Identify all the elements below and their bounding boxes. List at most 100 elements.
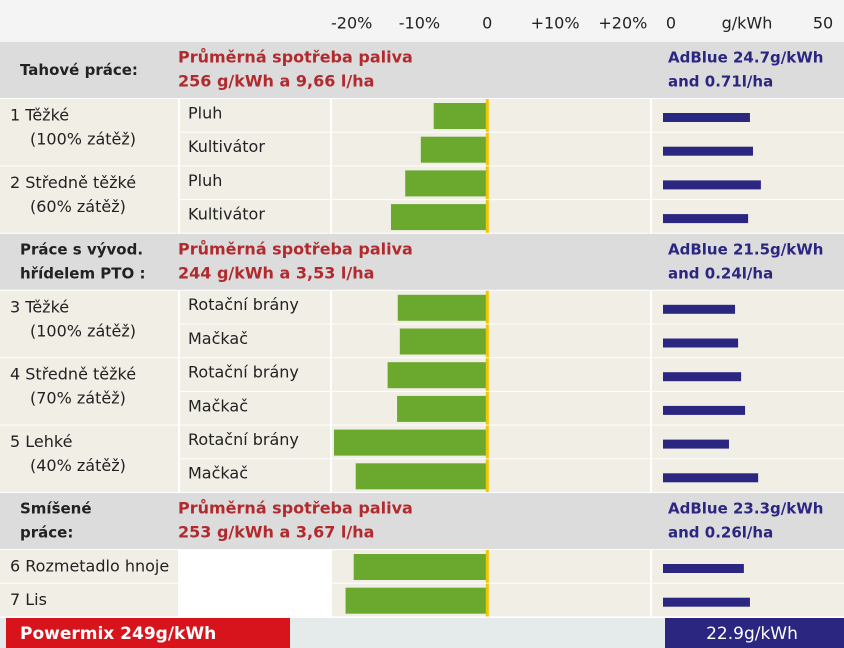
row-name-bg (180, 324, 330, 358)
change-bar (433, 103, 488, 129)
section-title: Smíšené (20, 500, 92, 518)
panel-bg (332, 166, 650, 200)
fuel-info: Průměrná spotřeba paliva (178, 239, 413, 258)
adblue-bar (663, 597, 750, 607)
row-name-bg (180, 358, 330, 391)
fuel-info: 253 g/kWh a 3,67 l/ha (178, 523, 374, 542)
footer-right: 22.9g/kWh (706, 624, 798, 644)
row-name-bg (180, 290, 330, 324)
panel-bg (332, 324, 650, 358)
section-title: hřídelem PTO : (20, 264, 146, 282)
section-title: Práce s vývod. (20, 240, 143, 258)
adblue-info: and 0.24l/ha (668, 264, 773, 282)
change-bar (420, 136, 488, 163)
change-bar (405, 170, 488, 197)
change-bar (387, 362, 488, 389)
change-bar (399, 328, 488, 355)
row-name: Rotační brány (188, 295, 299, 314)
row-name: Pluh (188, 171, 222, 190)
row-name-bg (180, 200, 330, 233)
panel-bg (332, 132, 650, 166)
x-tick-label: -10% (399, 14, 440, 33)
row-name-bg (180, 132, 330, 166)
footer-right-bg (665, 618, 844, 648)
group-label-bg (0, 166, 178, 233)
adblue-info: AdBlue 23.3g/kWh (668, 500, 823, 518)
x-tick-label: -20% (331, 14, 372, 33)
row-name-bg (180, 166, 330, 200)
adblue-bar (663, 146, 753, 156)
row-name: Pluh (188, 103, 222, 122)
row-name: Mačkač (188, 396, 248, 415)
adblue-bar (663, 473, 759, 483)
group-label: 3 Těžké (10, 297, 69, 316)
panel-bg (332, 290, 650, 324)
adblue-bar (663, 338, 739, 348)
adblue-bar (663, 439, 729, 449)
adblue-info: and 0.26l/ha (668, 524, 773, 542)
section-bg (0, 233, 844, 290)
section-bg (0, 42, 844, 98)
group-label-bg (0, 583, 178, 617)
adblue-info: and 0.71l/ha (668, 73, 773, 91)
row-name-bg (180, 425, 330, 459)
group-label: (100% zátěž) (30, 321, 136, 340)
x-tick-label: +20% (598, 14, 647, 33)
row-name-bg (180, 99, 330, 132)
panel-bg (332, 200, 650, 233)
group-label: (70% zátěž) (30, 389, 126, 408)
group-label: (60% zátěž) (30, 197, 126, 216)
row-name: Rotační brány (188, 430, 299, 449)
row-name: Mačkač (188, 329, 248, 348)
fuel-info: Průměrná spotřeba paliva (178, 499, 413, 518)
row-name: Mačkač (188, 464, 248, 483)
x2-tick-label: 0 (666, 14, 676, 33)
group-label-bg (0, 358, 178, 425)
row-name-bg (180, 391, 330, 425)
section-title: Tahové práce: (20, 61, 138, 79)
change-bar (397, 395, 488, 422)
adblue-bar (663, 405, 746, 415)
header-bg (0, 0, 844, 42)
group-label-bg (0, 425, 178, 492)
group-label: (100% zátěž) (30, 130, 136, 149)
group-label: 7 Lis (10, 590, 47, 609)
group-label: 6 Rozmetadlo hnoje (10, 556, 169, 575)
adblue-bar (663, 372, 742, 382)
change-bar (355, 463, 488, 490)
panel-bg (332, 391, 650, 425)
fuel-info: Průměrná spotřeba paliva (178, 48, 413, 67)
row-name: Kultivátor (188, 204, 265, 223)
group-label-bg (0, 290, 178, 358)
footer-left: Powermix 249g/kWh (20, 624, 216, 644)
change-bar (334, 429, 488, 456)
group-label-bg (0, 550, 178, 583)
adblue-info: AdBlue 21.5g/kWh (668, 240, 823, 258)
row-name-bg (180, 459, 330, 492)
x-tick-label: 0 (482, 14, 492, 33)
change-bar (390, 204, 488, 231)
change-bar (397, 294, 488, 321)
x-tick-label: +10% (531, 14, 580, 33)
group-label: 1 Těžké (10, 106, 69, 125)
x2-tick-label: 50 (813, 14, 833, 33)
fuel-info: 244 g/kWh a 3,53 l/ha (178, 263, 374, 282)
fuel-info: 256 g/kWh a 9,66 l/ha (178, 72, 374, 91)
group-label: 5 Lehké (10, 432, 72, 451)
section-title: práce: (20, 524, 73, 542)
adblue-bar (663, 304, 736, 314)
group-label: (40% zátěž) (30, 456, 126, 475)
adblue-info: AdBlue 24.7g/kWh (668, 49, 823, 67)
panel-bg (332, 358, 650, 391)
group-label: 2 Středně těžké (10, 173, 136, 192)
adblue-bar (663, 214, 749, 224)
adblue-bar (663, 113, 750, 122)
section-bg (0, 493, 844, 549)
adblue-bar (663, 564, 744, 573)
group-label: 4 Středně těžké (10, 365, 136, 384)
panel-bg (332, 99, 650, 132)
row-name: Kultivátor (188, 137, 265, 156)
adblue-bar (663, 180, 761, 190)
footer-left-bg (6, 618, 290, 648)
